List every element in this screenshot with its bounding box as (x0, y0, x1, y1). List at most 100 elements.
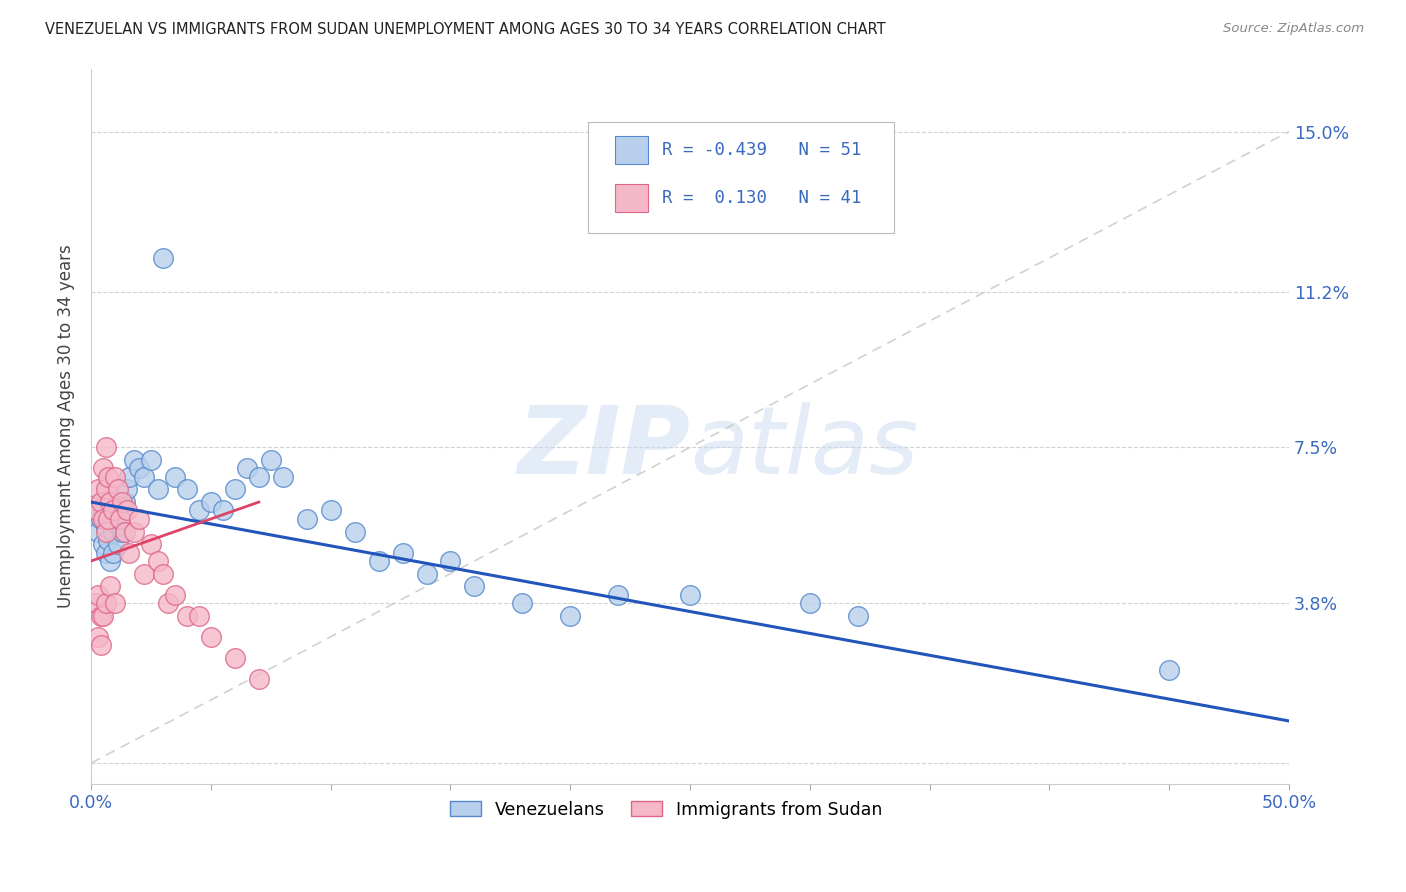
Point (111, 524, 134, 539)
Point (139, 537, 162, 551)
Point (343, 524, 366, 539)
Text: R =  0.130   N = 41: R = 0.130 N = 41 (662, 189, 862, 207)
Point (128, 461, 150, 475)
Point (90, 512, 112, 526)
Point (367, 554, 389, 568)
Legend: Venezuelans, Immigrants from Sudan: Venezuelans, Immigrants from Sudan (443, 794, 889, 825)
Point (391, 545, 413, 559)
Text: Source: ZipAtlas.com: Source: ZipAtlas.com (1223, 22, 1364, 36)
Point (415, 566, 437, 581)
Point (187, 503, 209, 517)
Point (98, 579, 121, 593)
Point (84, 596, 107, 610)
Point (439, 554, 461, 568)
Point (91, 537, 114, 551)
Point (152, 566, 174, 581)
Point (87, 588, 110, 602)
Point (560, 608, 582, 623)
Point (247, 470, 270, 484)
Point (1157, 664, 1180, 678)
Point (97, 533, 120, 547)
Point (97, 512, 120, 526)
FancyBboxPatch shape (588, 122, 894, 233)
Text: VENEZUELAN VS IMMIGRANTS FROM SUDAN UNEMPLOYMENT AMONG AGES 30 TO 34 YEARS CORRE: VENEZUELAN VS IMMIGRANTS FROM SUDAN UNEM… (45, 22, 886, 37)
Point (87, 524, 110, 539)
Point (87, 483, 110, 497)
Point (91, 608, 114, 623)
Point (148, 554, 170, 568)
Point (122, 524, 145, 539)
Point (607, 588, 630, 602)
Point (101, 524, 124, 539)
Point (114, 495, 136, 509)
Bar (614, 136, 648, 164)
Point (104, 596, 127, 610)
Point (90, 608, 112, 623)
Point (87, 630, 110, 644)
Point (91, 503, 114, 517)
Text: ZIP: ZIP (517, 401, 690, 494)
Point (247, 672, 270, 686)
Point (224, 650, 246, 665)
Point (212, 503, 235, 517)
Point (176, 483, 198, 497)
Point (200, 630, 222, 644)
Point (163, 470, 186, 484)
Point (94, 545, 117, 559)
Point (799, 596, 821, 610)
Point (107, 483, 129, 497)
Point (510, 596, 533, 610)
Point (224, 483, 246, 497)
Point (463, 579, 485, 593)
Point (156, 596, 179, 610)
Point (94, 441, 117, 455)
Text: atlas: atlas (690, 402, 918, 493)
Point (679, 588, 702, 602)
Point (104, 516, 127, 530)
Point (107, 537, 129, 551)
Point (200, 495, 222, 509)
Point (128, 512, 150, 526)
Point (84, 503, 107, 517)
Point (115, 503, 138, 517)
Point (118, 545, 141, 559)
Point (187, 608, 209, 623)
Point (97, 470, 120, 484)
Point (132, 566, 155, 581)
Point (132, 470, 155, 484)
Point (90, 638, 112, 652)
Point (94, 524, 117, 539)
Point (101, 503, 124, 517)
Point (139, 453, 162, 467)
Point (118, 470, 141, 484)
Point (176, 608, 198, 623)
Point (98, 495, 121, 509)
Text: R = -0.439   N = 51: R = -0.439 N = 51 (662, 141, 862, 159)
Point (108, 512, 131, 526)
Point (152, 251, 174, 265)
Point (111, 495, 134, 509)
Point (148, 483, 170, 497)
Point (91, 461, 114, 475)
Point (236, 461, 259, 475)
Point (98, 495, 121, 509)
Point (104, 470, 127, 484)
Y-axis label: Unemployment Among Ages 30 to 34 years: Unemployment Among Ages 30 to 34 years (58, 244, 75, 608)
Point (846, 608, 869, 623)
Point (114, 524, 136, 539)
Point (97, 512, 120, 526)
Bar (614, 185, 648, 211)
Point (104, 503, 127, 517)
Point (90, 495, 112, 509)
Point (98, 554, 121, 568)
Point (94, 596, 117, 610)
Point (115, 483, 138, 497)
Point (163, 588, 186, 602)
Point (91, 512, 114, 526)
Point (122, 453, 145, 467)
Point (260, 453, 283, 467)
Point (295, 512, 318, 526)
Point (319, 503, 342, 517)
Point (94, 483, 117, 497)
Point (101, 545, 124, 559)
